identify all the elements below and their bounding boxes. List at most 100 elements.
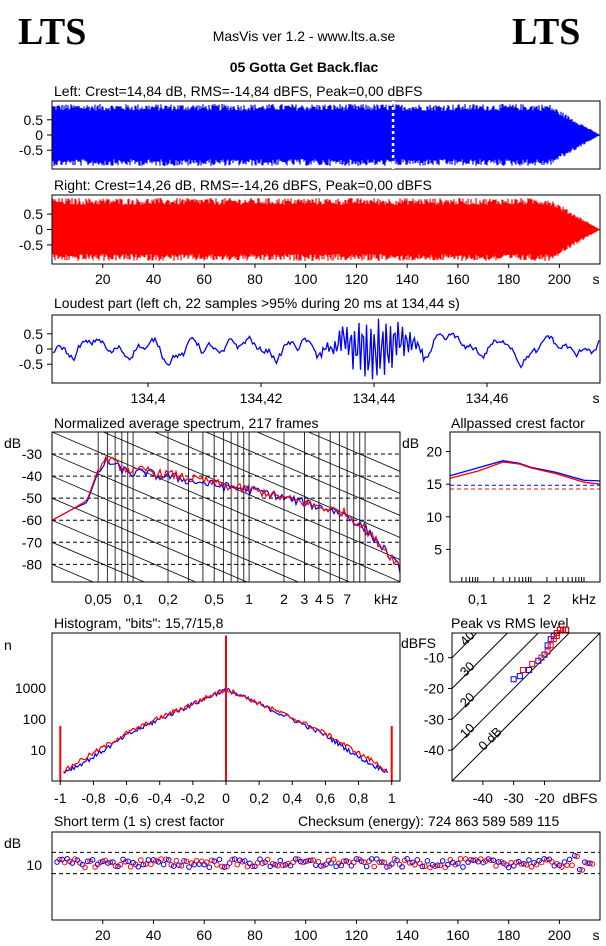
right-crest-point: [183, 858, 190, 865]
x-unit-label: kHz: [374, 591, 398, 607]
left-crest-point: [140, 861, 147, 868]
left-crest-point: [216, 856, 223, 863]
x-tick-label: 0,4: [283, 790, 303, 806]
left-crest-point: [576, 866, 583, 873]
slope-gridline: [52, 541, 146, 582]
left-crest-point: [272, 861, 279, 868]
short-term-crest-title: Short term (1 s) crest factor: [54, 813, 225, 829]
left-crest-point: [389, 861, 395, 867]
right-crest-point: [406, 860, 413, 866]
x-unit-label: s: [593, 271, 600, 287]
right-crest-point: [56, 856, 63, 863]
right-crest-point: [477, 856, 484, 862]
x-tick-label: 140: [396, 927, 420, 943]
x-tick-label: 80: [247, 927, 263, 943]
x-tick-label: 1: [527, 591, 535, 607]
x-tick-label: 120: [345, 927, 369, 943]
right-crest-point: [117, 861, 124, 868]
x-tick-label: 0,6: [316, 790, 336, 806]
x-tick-label: -20: [534, 790, 554, 806]
right-scatter-point: [550, 636, 557, 643]
crest-diagonal: [452, 633, 570, 751]
left-crest-point: [135, 863, 142, 870]
right-crest-point: [488, 857, 494, 864]
checksum-annotation: Checksum (energy): 724 863 589 589 115: [298, 813, 559, 829]
x-tick-label: 160: [446, 927, 470, 943]
x-tick-label: 40: [146, 271, 162, 287]
right-crest-point: [493, 863, 499, 869]
left-crest-point: [348, 863, 355, 869]
y-tick-label: -30: [22, 446, 42, 462]
x-tick-label: 7: [343, 591, 351, 607]
left-crest-line: [449, 460, 601, 482]
left-crest-point: [221, 864, 228, 870]
right-crest-point: [224, 863, 230, 870]
right-crest-point: [447, 856, 454, 863]
x-tick-label: 20: [95, 271, 111, 287]
left-crest-point: [526, 857, 532, 863]
app-title: MasVis ver 1.2 - www.lts.a.se: [213, 28, 396, 44]
logo-left: LTS: [18, 11, 86, 53]
right-crest-point: [61, 859, 68, 866]
right-crest-point: [153, 858, 159, 864]
right-crest-point: [127, 863, 134, 870]
left-crest-point: [495, 859, 502, 865]
left-crest-point: [505, 864, 512, 871]
x-tick-label: 134,42: [240, 390, 283, 406]
x-tick-label: 134,46: [466, 390, 509, 406]
x-tick-label: 120: [345, 271, 369, 287]
left-crest-point: [399, 864, 405, 870]
right-crest-point: [239, 858, 246, 865]
right-crest-point: [249, 863, 256, 870]
right-crest-point: [437, 862, 443, 869]
left-crest-point: [338, 862, 345, 869]
y-tick-label: 5: [434, 541, 442, 557]
left-crest-point: [439, 858, 446, 864]
waveform-signal: [52, 104, 600, 166]
left-crest-point: [125, 858, 131, 865]
y-tick-label: -80: [22, 556, 42, 572]
left-crest-point: [384, 864, 390, 870]
y-axis-label: dB: [402, 435, 419, 451]
logo-right: LTS: [512, 11, 580, 53]
y-axis-label: dBFS: [401, 635, 436, 651]
y-tick-label: -50: [22, 490, 42, 506]
right-crest-point: [533, 861, 540, 868]
right-scatter-point: [556, 626, 563, 633]
x-tick-label: 3: [301, 591, 309, 607]
left-crest-point: [455, 860, 461, 867]
left-crest-point: [99, 858, 106, 865]
left-crest-point: [160, 861, 167, 868]
x-tick-label: 5: [326, 591, 334, 607]
right-crest-point: [371, 863, 378, 870]
left-crest-point: [424, 858, 431, 864]
x-tick-label: 180: [497, 927, 521, 943]
right-crest-point: [300, 859, 306, 866]
histogram-title: Histogram, "bits": 15,7/15,8: [54, 615, 224, 631]
right-crest-point: [112, 863, 119, 869]
right-spectrum-line: [52, 455, 400, 568]
right-crest-point: [574, 853, 580, 860]
right-scatter-point: [519, 667, 526, 673]
y-tick-label: 0: [35, 341, 43, 357]
right-crest-point: [513, 859, 520, 866]
right-scatter-point: [547, 642, 554, 649]
x-unit-label: s: [593, 390, 600, 406]
slope-gridline: [52, 519, 197, 582]
x-tick-label: 1: [245, 591, 253, 607]
y-tick-label: 10: [426, 509, 442, 525]
left-crest-point: [307, 857, 314, 864]
left-crest-point: [247, 860, 253, 867]
y-tick-label: 0: [35, 222, 43, 238]
y-tick-label: -0.5: [19, 142, 43, 158]
y-axis-label: n: [4, 637, 12, 653]
left-crest-point: [226, 860, 233, 866]
y-tick-label: -0.5: [19, 356, 43, 372]
left-crest-point: [444, 861, 451, 868]
spectrum-grid: [52, 432, 400, 582]
slope-gridline: [153, 432, 400, 538]
y-tick-label: -0.5: [19, 237, 43, 253]
left-crest-point: [302, 858, 309, 865]
